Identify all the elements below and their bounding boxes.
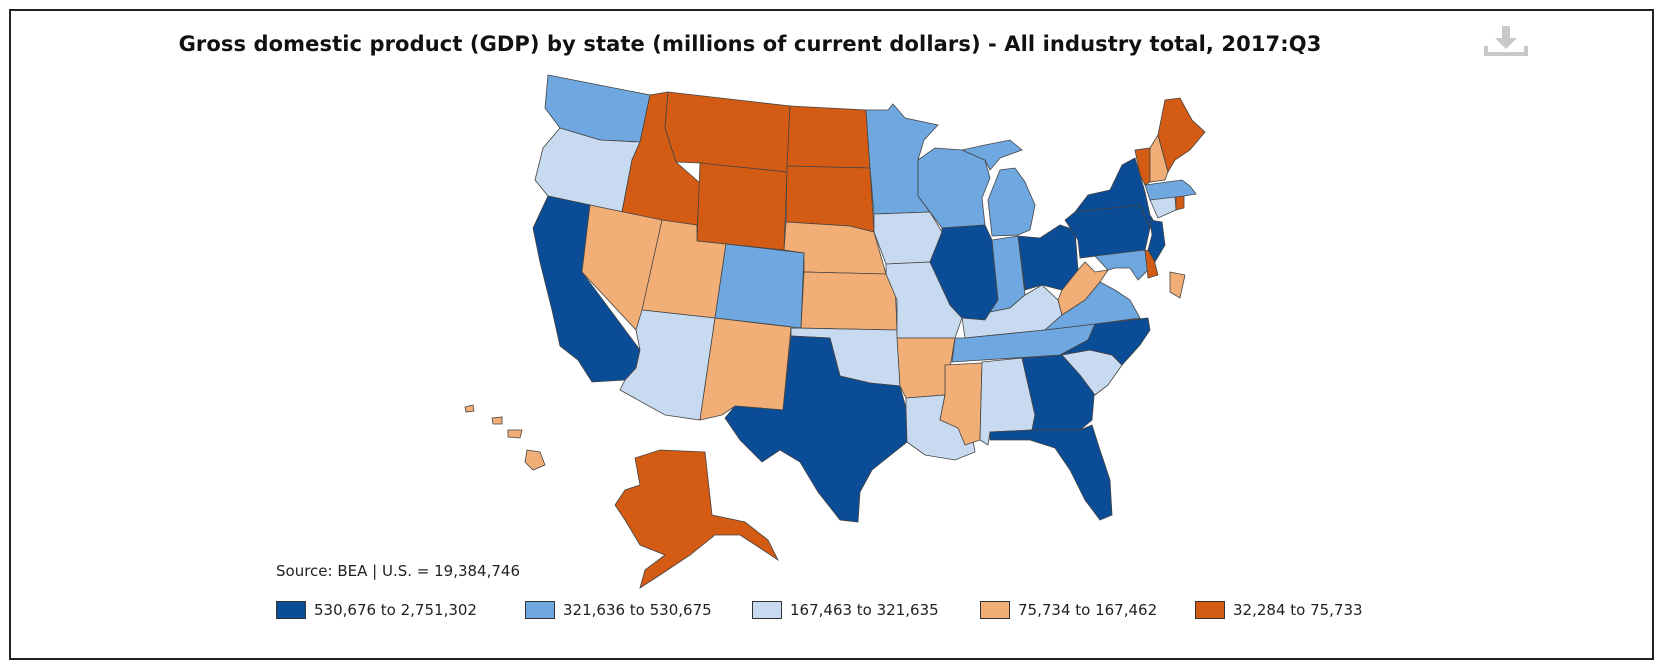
state-pa[interactable] bbox=[1064, 204, 1151, 259]
legend-swatch bbox=[980, 601, 1010, 619]
state-wi[interactable] bbox=[917, 147, 991, 229]
state-ma[interactable] bbox=[1144, 179, 1197, 201]
legend-label: 75,734 to 167,462 bbox=[1018, 601, 1158, 619]
state-me[interactable] bbox=[1157, 97, 1206, 174]
source-note: Source: BEA | U.S. = 19,384,746 bbox=[276, 562, 520, 580]
state-sd[interactable] bbox=[785, 165, 875, 233]
legend-swatch bbox=[276, 601, 306, 619]
state-mt[interactable] bbox=[664, 91, 791, 173]
state-nd[interactable] bbox=[786, 105, 871, 169]
chart-title: Gross domestic product (GDP) by state (m… bbox=[178, 32, 1322, 56]
state-fl[interactable] bbox=[989, 424, 1113, 521]
state-ia[interactable] bbox=[873, 211, 943, 265]
state-ny[interactable] bbox=[1074, 157, 1159, 229]
state-oh[interactable] bbox=[1017, 224, 1079, 291]
state-dc-inset[interactable] bbox=[1169, 271, 1186, 299]
state-nh[interactable] bbox=[1149, 134, 1169, 183]
state-nm[interactable] bbox=[699, 317, 792, 421]
state-mn[interactable] bbox=[865, 103, 939, 215]
state-nc[interactable] bbox=[1059, 317, 1151, 366]
state-wv[interactable] bbox=[1057, 261, 1109, 316]
legend-label: 530,676 to 2,751,302 bbox=[314, 601, 477, 619]
state-co[interactable] bbox=[714, 243, 805, 329]
state-nj[interactable] bbox=[1147, 219, 1166, 263]
legend-label: 321,636 to 530,675 bbox=[563, 601, 712, 619]
legend-swatch bbox=[1195, 601, 1225, 619]
state-wy[interactable] bbox=[696, 162, 788, 251]
state-mi[interactable] bbox=[960, 139, 1036, 237]
download-button[interactable] bbox=[1480, 18, 1532, 60]
state-vt[interactable] bbox=[1134, 147, 1151, 186]
legend-label: 32,284 to 75,733 bbox=[1233, 601, 1363, 619]
download-icon bbox=[1484, 26, 1528, 56]
legend-swatch bbox=[525, 601, 555, 619]
legend-swatch bbox=[752, 601, 782, 619]
state-ak[interactable] bbox=[614, 449, 780, 589]
state-ks[interactable] bbox=[800, 271, 898, 331]
state-tx[interactable] bbox=[724, 335, 908, 523]
state-hi[interactable] bbox=[464, 404, 546, 471]
state-ri[interactable] bbox=[1175, 195, 1185, 211]
legend-label: 167,463 to 321,635 bbox=[790, 601, 939, 619]
